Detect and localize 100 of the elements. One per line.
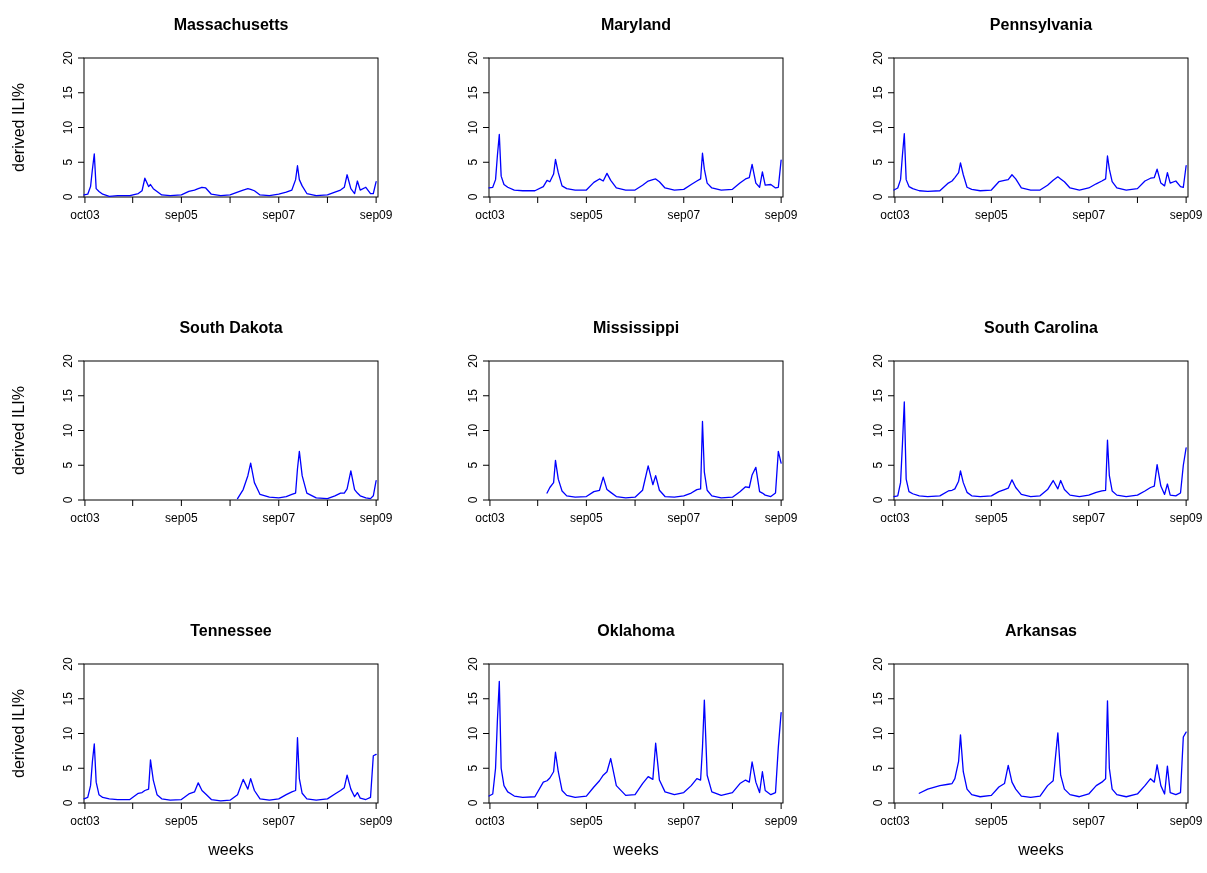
y-tick-label: 0 <box>61 193 75 201</box>
y-tick-label: 10 <box>466 423 480 438</box>
x-tick-label: sep07 <box>1072 814 1106 828</box>
y-tick-label: 0 <box>466 799 480 807</box>
x-tick-label: oct03 <box>70 814 100 828</box>
y-tick-label: 0 <box>871 496 885 504</box>
chart-title: Tennessee <box>190 622 272 639</box>
x-tick-label: sep09 <box>1169 814 1203 828</box>
y-tick-label: 5 <box>61 158 75 166</box>
line-series <box>83 737 377 802</box>
x-tick-label: oct03 <box>70 511 100 525</box>
y-tick-label: 5 <box>466 461 480 469</box>
y-tick-label: 5 <box>466 158 480 166</box>
y-axis-title: derived ILI% <box>10 386 27 475</box>
y-tick-label: 0 <box>466 496 480 504</box>
y-tick-label: 10 <box>61 423 75 438</box>
line-series <box>893 133 1187 193</box>
x-tick-label: sep05 <box>165 814 199 828</box>
y-tick-label: 15 <box>466 691 480 706</box>
x-tick-label: sep07 <box>1072 511 1106 525</box>
y-tick-label: 15 <box>871 388 885 403</box>
chart-title: Arkansas <box>1004 622 1078 639</box>
x-tick-label: sep09 <box>359 814 393 828</box>
x-tick-label: sep09 <box>1169 511 1203 525</box>
x-tick-label: oct03 <box>880 208 910 222</box>
y-tick-label: 20 <box>61 657 75 671</box>
x-tick-label: oct03 <box>475 511 505 525</box>
y-axis-title: derived ILI% <box>10 83 27 172</box>
chart-title: Pennsylvania <box>989 16 1093 33</box>
x-tick-label: sep09 <box>764 814 798 828</box>
y-tick-label: 10 <box>871 726 885 741</box>
chart-title: South Carolina <box>984 319 1098 336</box>
x-tick-label: sep05 <box>975 208 1009 222</box>
x-tick-label: sep07 <box>262 814 296 828</box>
line-series <box>83 153 377 197</box>
x-tick-label: sep09 <box>359 208 393 222</box>
x-tick-label: sep07 <box>667 814 701 828</box>
x-tick-label: oct03 <box>475 208 505 222</box>
y-tick-label: 0 <box>466 193 480 201</box>
y-tick-label: 5 <box>61 764 75 772</box>
chart-title: Massachusetts <box>173 16 289 33</box>
x-tick-label: sep05 <box>570 814 604 828</box>
y-tick-label: 20 <box>61 51 75 65</box>
y-tick-label: 20 <box>871 51 885 65</box>
x-tick-label: sep07 <box>262 511 296 525</box>
y-tick-label: 15 <box>871 691 885 706</box>
x-tick-label: sep09 <box>359 511 393 525</box>
y-tick-label: 0 <box>61 496 75 504</box>
x-tick-label: sep07 <box>262 208 296 222</box>
y-tick-label: 20 <box>466 51 480 65</box>
y-tick-label: 10 <box>61 120 75 135</box>
chart-title: Oklahoma <box>597 622 675 639</box>
y-tick-label: 15 <box>871 85 885 100</box>
x-tick-label: sep07 <box>1072 208 1106 222</box>
line-series <box>546 420 782 499</box>
y-tick-label: 20 <box>871 657 885 671</box>
y-tick-label: 5 <box>466 764 480 772</box>
x-tick-label: sep09 <box>764 208 798 222</box>
y-tick-label: 20 <box>466 657 480 671</box>
x-tick-label: oct03 <box>880 814 910 828</box>
y-tick-label: 0 <box>871 193 885 201</box>
y-tick-label: 0 <box>871 799 885 807</box>
chart-title: Maryland <box>600 16 672 33</box>
y-tick-label: 20 <box>466 354 480 368</box>
x-tick-label: sep09 <box>764 511 798 525</box>
y-tick-label: 15 <box>466 85 480 100</box>
x-tick-label: oct03 <box>70 208 100 222</box>
x-axis-title: weeks <box>612 841 659 858</box>
y-tick-label: 20 <box>61 354 75 368</box>
x-tick-label: sep05 <box>975 511 1009 525</box>
y-tick-label: 0 <box>61 799 75 807</box>
y-tick-label: 5 <box>871 764 885 772</box>
x-tick-label: sep09 <box>1169 208 1203 222</box>
line-series <box>236 450 377 500</box>
x-tick-label: oct03 <box>880 511 910 525</box>
chart-title: South Dakota <box>179 319 283 336</box>
x-axis-title: weeks <box>1017 841 1064 858</box>
x-tick-label: sep07 <box>667 208 701 222</box>
chart-title: Mississippi <box>592 319 680 336</box>
y-tick-label: 5 <box>61 461 75 469</box>
x-tick-label: sep07 <box>667 511 701 525</box>
line-series <box>893 401 1187 498</box>
x-tick-label: sep05 <box>165 511 199 525</box>
y-tick-label: 15 <box>61 388 75 403</box>
y-tick-label: 10 <box>871 423 885 438</box>
y-tick-label: 10 <box>871 120 885 135</box>
line-series <box>918 700 1187 799</box>
x-tick-label: sep05 <box>570 208 604 222</box>
x-tick-label: sep05 <box>570 511 604 525</box>
y-tick-label: 15 <box>61 691 75 706</box>
y-tick-label: 5 <box>871 461 885 469</box>
y-tick-label: 20 <box>871 354 885 368</box>
x-tick-label: sep05 <box>975 814 1009 828</box>
x-tick-label: sep05 <box>165 208 199 222</box>
x-tick-label: oct03 <box>475 814 505 828</box>
y-tick-label: 5 <box>871 158 885 166</box>
y-axis-title: derived ILI% <box>10 689 27 778</box>
x-axis-title: weeks <box>207 841 254 858</box>
y-tick-label: 10 <box>61 726 75 741</box>
line-series <box>488 133 782 192</box>
